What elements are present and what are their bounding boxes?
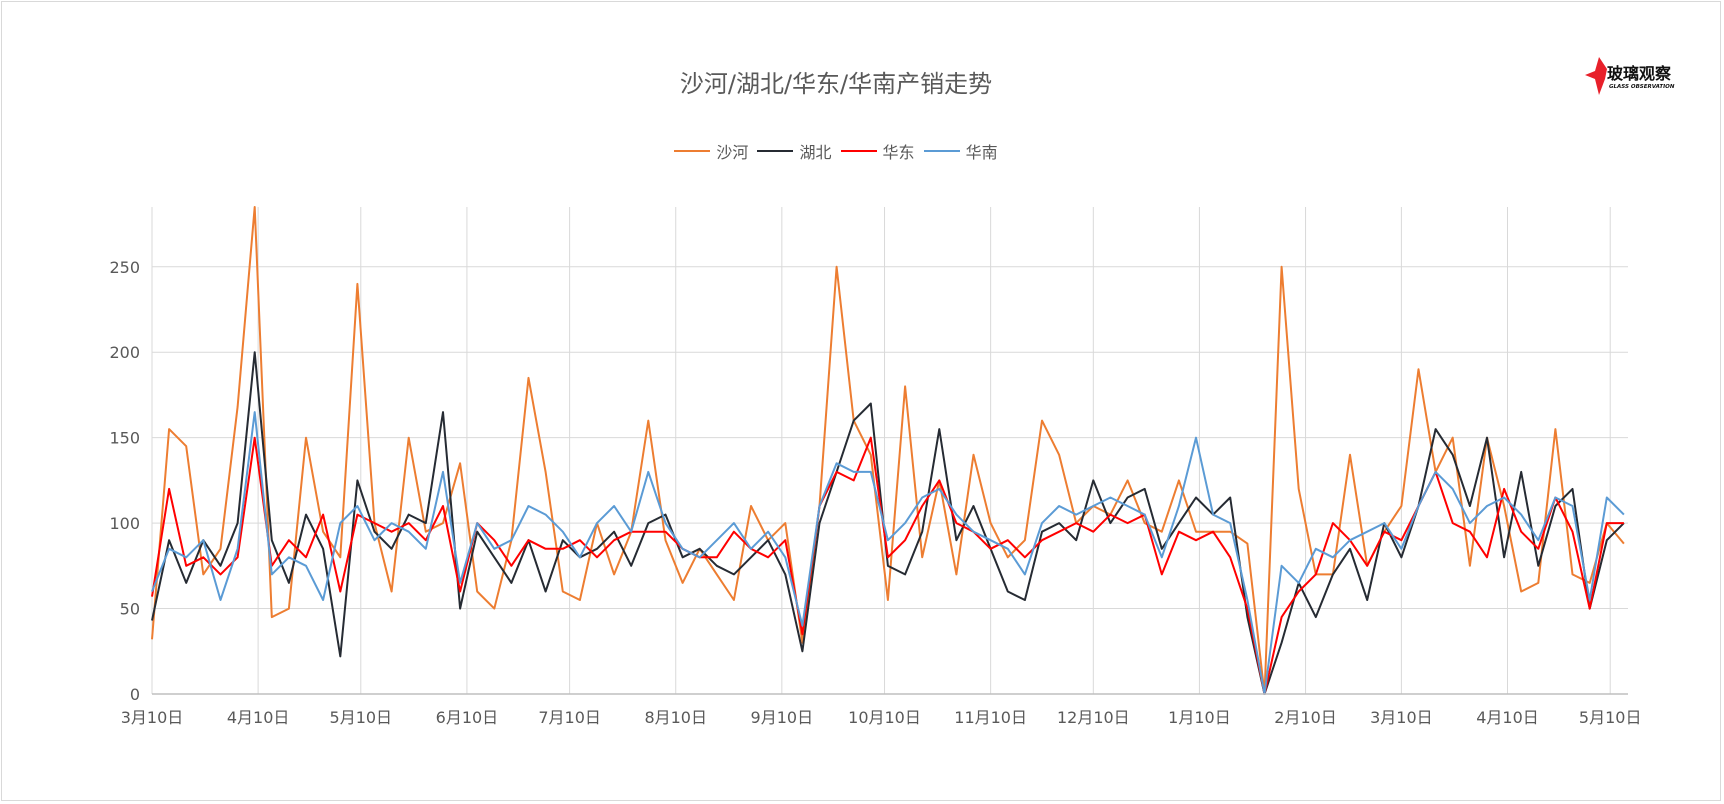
legend-label: 华南 [965, 143, 998, 162]
legend-item-huanan[interactable]: 华南 [923, 139, 998, 163]
legend-item-hubei[interactable]: 湖北 [757, 139, 831, 163]
glass-observation-logo: 玻璃观察 GLASS OBSERVATION [1585, 57, 1675, 95]
svg-text:玻璃观察: 玻璃观察 [1607, 64, 1672, 83]
legend-label: 湖北 [799, 143, 832, 162]
legend-item-huadong[interactable]: 华东 [840, 139, 915, 163]
svg-text:GLASS OBSERVATION: GLASS OBSERVATION [1609, 84, 1675, 90]
legend-swatch-huanan [923, 150, 960, 152]
logo-star-icon [1585, 57, 1607, 95]
legend-swatch-hubei [757, 150, 794, 152]
legend-item-shahe[interactable]: 沙河 [674, 139, 748, 163]
legend-swatch-huadong [840, 150, 877, 152]
legend-swatch-shahe [674, 150, 711, 152]
chart-title: 沙河/湖北/华东/华南产销走势 [679, 70, 993, 98]
legend-label: 沙河 [716, 143, 749, 162]
legend: 沙河 湖北 华东 华南 [0, 137, 1672, 163]
legend-label: 华东 [882, 143, 915, 162]
